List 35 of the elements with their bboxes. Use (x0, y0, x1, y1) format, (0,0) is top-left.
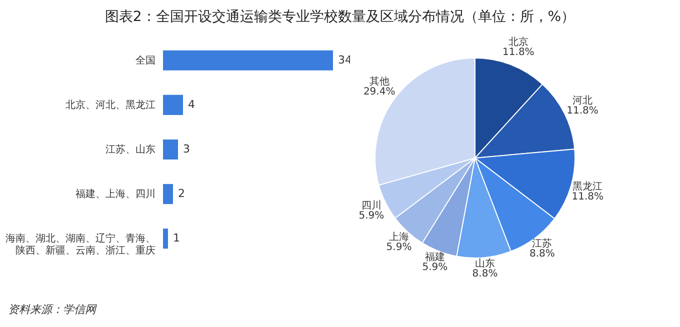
slice-label: 四川 (361, 199, 382, 212)
slice-label: 北京 (508, 36, 528, 48)
data-label: 29.4% (363, 86, 396, 98)
slice-label: 河北 (572, 94, 593, 107)
slice-label: 福建 (424, 251, 445, 264)
data-label: 5.9% (422, 262, 448, 274)
slice-label: 上海 (389, 231, 410, 244)
data-label: 11.8% (566, 106, 598, 117)
data-label: 8.8% (529, 248, 555, 260)
data-label: 3 (183, 142, 190, 156)
data-label: 34 (338, 53, 352, 66)
data-label: 1 (173, 232, 180, 245)
bar (163, 228, 168, 249)
bar (163, 94, 183, 115)
y-tick-label: 江苏、山东 (106, 144, 156, 156)
y-tick-label: 全国 (136, 54, 156, 66)
y-tick-label: 海南、湖北、湖南、辽宁、青海、陕西、新疆、云南、浙江、重庆 (6, 232, 156, 257)
y-tick-label: 福建、上海、四川 (76, 188, 156, 200)
data-label: 11.8% (502, 47, 534, 58)
slice-label: 黑龙江 (572, 180, 603, 192)
data-label: 8.8% (472, 268, 498, 280)
y-tick-label: 北京、河北、黑龙江 (66, 98, 156, 111)
data-label: 11.8% (572, 191, 604, 202)
data-label: 4 (188, 98, 195, 111)
slice-label: 其他 (369, 76, 390, 88)
bar (163, 50, 333, 70)
bar (163, 184, 173, 204)
data-label: 2 (178, 187, 185, 200)
slice-label: 山东 (475, 258, 495, 270)
text: 资料来源：学信网 (8, 302, 96, 317)
bar (163, 139, 178, 160)
data-label: 5.9% (386, 242, 412, 254)
slice-label: 江苏 (532, 238, 552, 250)
chart-title: 图表2：全国开设交通运输类专业学校数量及区域分布情况（单位：所，%） (104, 8, 576, 27)
data-label: 5.9% (358, 210, 384, 222)
